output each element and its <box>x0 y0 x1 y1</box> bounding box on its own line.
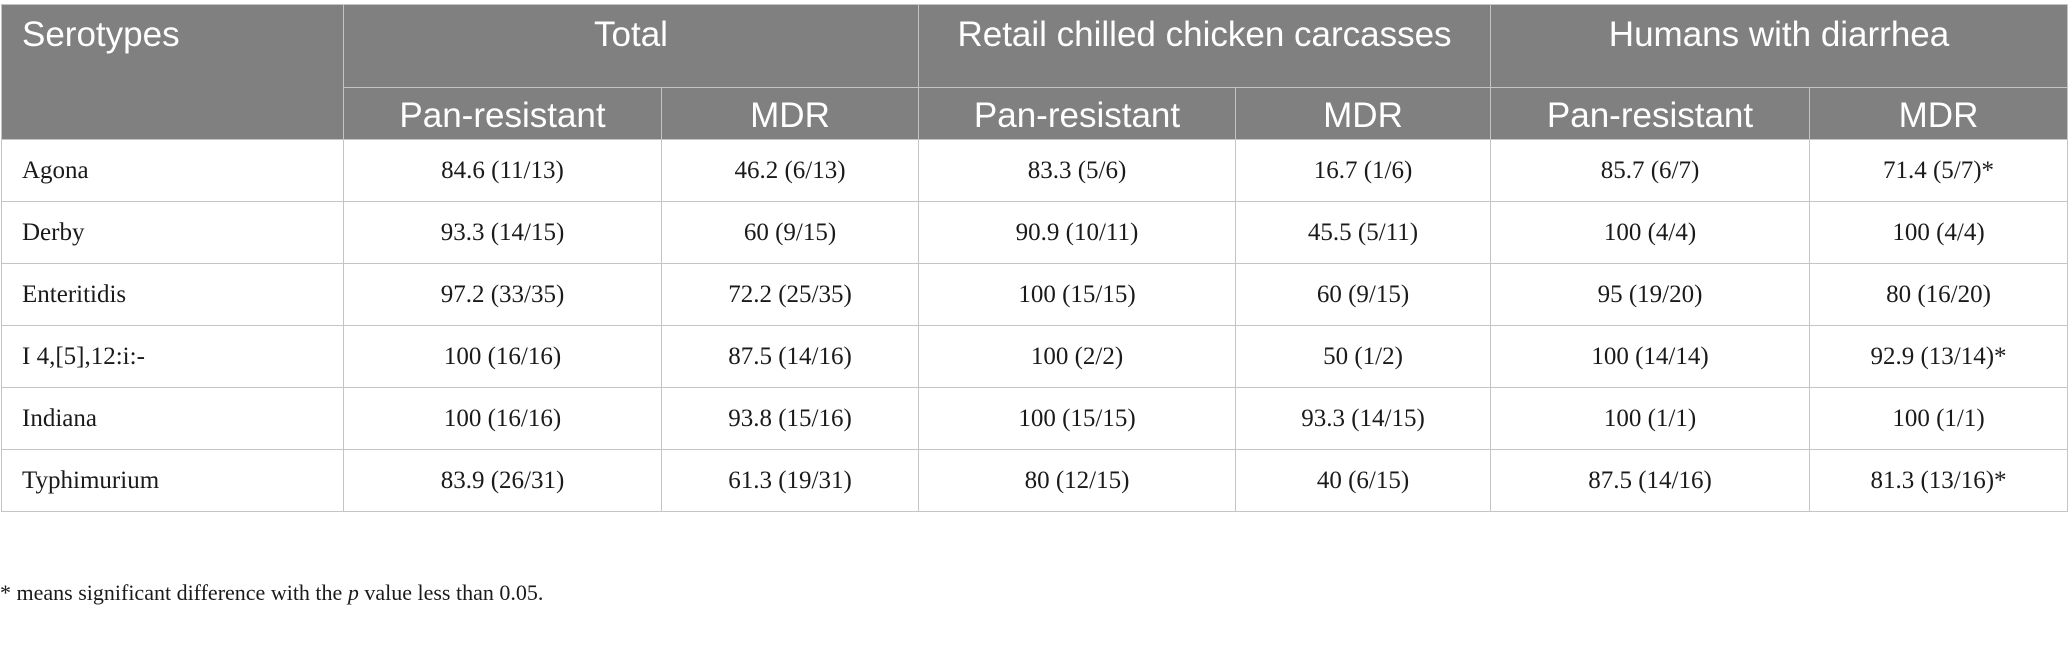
total-pan-resistant-header: Pan-resistant <box>343 87 662 140</box>
serotypes-column-header: Serotypes <box>1 4 344 140</box>
humans-pan-resistant-header: Pan-resistant <box>1490 87 1811 140</box>
table-cell: 93.3 (14/15) <box>1234 387 1492 450</box>
table-row: Enteritidis 97.2 (33/35) 72.2 (25/35) 10… <box>1 263 2068 326</box>
table-cell: 92.9 (13/14)* <box>1809 325 2068 388</box>
table-cell: 100 (15/15) <box>918 263 1236 326</box>
serotype-label: Derby <box>1 201 344 264</box>
table-cell: 61.3 (19/31) <box>661 449 919 512</box>
table-cell: 60 (9/15) <box>1234 263 1492 326</box>
table-cell: 100 (16/16) <box>343 387 662 450</box>
table-cell: 81.3 (13/16)* <box>1809 449 2068 512</box>
serotype-label: Indiana <box>1 387 344 450</box>
table-cell: 71.4 (5/7)* <box>1809 139 2068 202</box>
table-body: Agona 84.6 (11/13) 46.2 (6/13) 83.3 (5/6… <box>1 139 2068 512</box>
table-row: Derby 93.3 (14/15) 60 (9/15) 90.9 (10/11… <box>1 201 2068 264</box>
serotype-label: Enteritidis <box>1 263 344 326</box>
total-group-header: Total <box>343 4 919 88</box>
table-cell: 90.9 (10/11) <box>918 201 1236 264</box>
serotype-resistance-table: Serotypes Total Retail chilled chicken c… <box>1 4 2068 512</box>
footnote-p-symbol: p <box>347 580 359 605</box>
table-cell: 72.2 (25/35) <box>661 263 919 326</box>
table-cell: 100 (14/14) <box>1490 325 1811 388</box>
table-cell: 97.2 (33/35) <box>343 263 662 326</box>
chicken-pan-resistant-header: Pan-resistant <box>918 87 1236 140</box>
total-mdr-header: MDR <box>661 87 919 140</box>
table-row: Typhimurium 83.9 (26/31) 61.3 (19/31) 80… <box>1 449 2068 512</box>
table-cell: 60 (9/15) <box>661 201 919 264</box>
table-cell: 87.5 (14/16) <box>661 325 919 388</box>
table-cell: 93.8 (15/16) <box>661 387 919 450</box>
footnote-text-after: value less than 0.05. <box>358 580 544 605</box>
header-group-row: Serotypes Total Retail chilled chicken c… <box>1 4 2068 140</box>
table-header: Serotypes Total Retail chilled chicken c… <box>1 4 2068 140</box>
table-cell: 80 (12/15) <box>918 449 1236 512</box>
chicken-mdr-header: MDR <box>1234 87 1492 140</box>
table-cell: 100 (4/4) <box>1809 201 2068 264</box>
table-cell: 93.3 (14/15) <box>343 201 662 264</box>
table-cell: 95 (19/20) <box>1490 263 1811 326</box>
serotype-label: Typhimurium <box>1 449 344 512</box>
serotype-label: Agona <box>1 139 344 202</box>
table-row: Agona 84.6 (11/13) 46.2 (6/13) 83.3 (5/6… <box>1 139 2068 202</box>
table-cell: 83.3 (5/6) <box>918 139 1236 202</box>
table-cell: 100 (1/1) <box>1490 387 1811 450</box>
humans-diarrhea-group-header: Humans with diarrhea <box>1490 4 2068 88</box>
serotype-label: I 4,[5],12:i:- <box>1 325 344 388</box>
header-sub-row: Pan-resistant MDR Pan-resistant MDR Pan-… <box>2 87 2068 140</box>
table-row: I 4,[5],12:i:- 100 (16/16) 87.5 (14/16) … <box>1 325 2068 388</box>
chicken-carcasses-group-header: Retail chilled chicken carcasses <box>917 4 1492 88</box>
table-cell: 83.9 (26/31) <box>343 449 662 512</box>
table-cell: 100 (16/16) <box>343 325 662 388</box>
table-cell: 100 (2/2) <box>918 325 1236 388</box>
table-cell: 84.6 (11/13) <box>343 139 662 202</box>
table-cell: 85.7 (6/7) <box>1490 139 1811 202</box>
table-cell: 50 (1/2) <box>1234 325 1492 388</box>
table-cell: 100 (1/1) <box>1809 387 2068 450</box>
table-cell: 100 (15/15) <box>918 387 1236 450</box>
table-row: Indiana 100 (16/16) 93.8 (15/16) 100 (15… <box>1 387 2068 450</box>
table-cell: 45.5 (5/11) <box>1234 201 1492 264</box>
table-cell: 16.7 (1/6) <box>1234 139 1492 202</box>
table-cell: 80 (16/20) <box>1809 263 2068 326</box>
footnote-text-before: * means significant difference with the <box>0 580 348 605</box>
table-cell: 40 (6/15) <box>1234 449 1492 512</box>
footnote: * means significant difference with the … <box>0 580 543 606</box>
humans-mdr-header: MDR <box>1809 87 2068 140</box>
table-cell: 46.2 (6/13) <box>661 139 919 202</box>
table-cell: 87.5 (14/16) <box>1490 449 1811 512</box>
table-cell: 100 (4/4) <box>1490 201 1811 264</box>
